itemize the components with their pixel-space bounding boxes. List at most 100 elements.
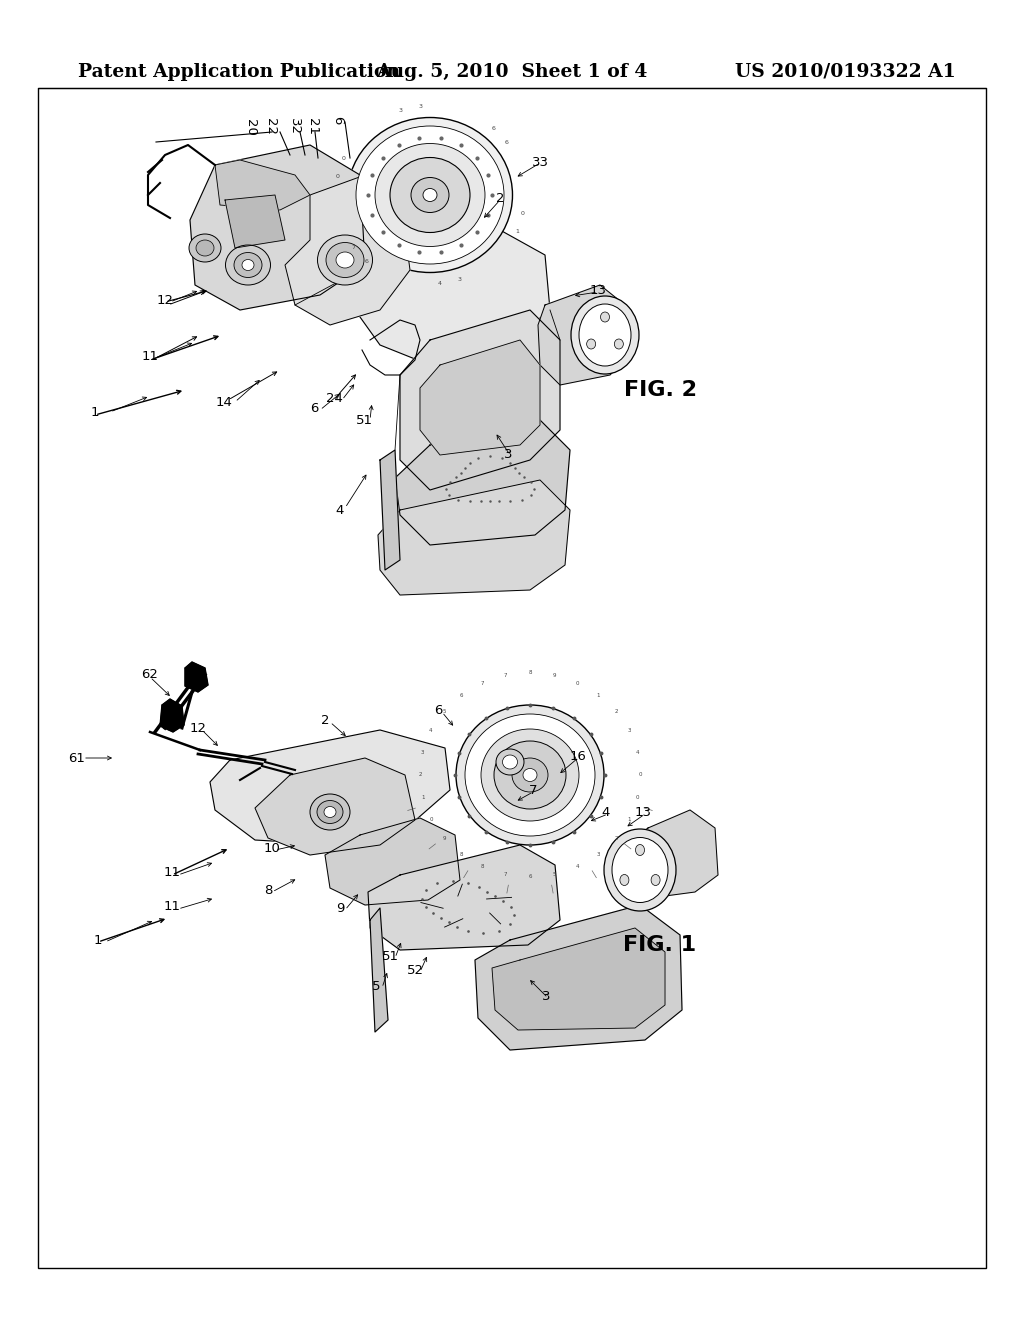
Text: 11: 11 xyxy=(164,900,180,913)
Text: 3: 3 xyxy=(597,853,600,857)
Text: 2: 2 xyxy=(614,709,617,714)
Text: 3: 3 xyxy=(458,277,462,282)
Polygon shape xyxy=(380,450,400,570)
Polygon shape xyxy=(255,758,415,855)
Ellipse shape xyxy=(390,157,470,232)
Ellipse shape xyxy=(579,304,631,366)
Ellipse shape xyxy=(326,243,364,277)
Text: 0: 0 xyxy=(335,174,339,180)
Ellipse shape xyxy=(317,235,373,285)
Text: Patent Application Publication: Patent Application Publication xyxy=(78,63,400,81)
Text: 3: 3 xyxy=(398,108,402,112)
Text: 1: 1 xyxy=(94,933,102,946)
Polygon shape xyxy=(190,145,365,310)
Text: 2: 2 xyxy=(496,191,504,205)
Text: 4: 4 xyxy=(429,729,433,733)
Ellipse shape xyxy=(189,234,221,261)
Ellipse shape xyxy=(242,260,254,271)
Ellipse shape xyxy=(587,339,596,348)
Text: 20: 20 xyxy=(244,119,256,136)
Text: 51: 51 xyxy=(382,949,398,962)
Ellipse shape xyxy=(225,246,270,285)
Text: 0: 0 xyxy=(638,772,642,777)
Ellipse shape xyxy=(512,758,548,792)
Text: 10: 10 xyxy=(263,842,281,854)
Polygon shape xyxy=(355,230,550,366)
Ellipse shape xyxy=(604,829,676,911)
Text: 3: 3 xyxy=(628,729,631,733)
Ellipse shape xyxy=(496,748,524,775)
Text: 14: 14 xyxy=(216,396,232,409)
Text: 8: 8 xyxy=(480,865,484,870)
Text: 33: 33 xyxy=(531,156,549,169)
Text: 8: 8 xyxy=(528,671,531,676)
Text: 6: 6 xyxy=(492,127,496,132)
Text: 0: 0 xyxy=(521,211,525,216)
Text: 0: 0 xyxy=(429,817,433,822)
Ellipse shape xyxy=(324,807,336,817)
Text: 3: 3 xyxy=(504,449,512,462)
Text: 1: 1 xyxy=(515,228,519,234)
Text: 2: 2 xyxy=(418,772,422,777)
Text: 12: 12 xyxy=(189,722,207,734)
Polygon shape xyxy=(420,341,540,455)
Ellipse shape xyxy=(614,339,624,348)
Text: 9: 9 xyxy=(336,902,344,915)
Ellipse shape xyxy=(234,252,262,277)
Text: 11: 11 xyxy=(164,866,180,879)
Ellipse shape xyxy=(651,874,660,886)
Text: Aug. 5, 2010  Sheet 1 of 4: Aug. 5, 2010 Sheet 1 of 4 xyxy=(376,63,648,81)
Text: 4: 4 xyxy=(575,865,580,870)
Ellipse shape xyxy=(571,296,639,374)
Text: 8: 8 xyxy=(460,853,463,857)
Text: 4: 4 xyxy=(438,281,442,286)
Text: 6: 6 xyxy=(505,140,509,145)
Text: 51: 51 xyxy=(355,413,373,426)
Polygon shape xyxy=(325,818,460,906)
Text: 6: 6 xyxy=(310,401,318,414)
Text: 9: 9 xyxy=(442,836,445,841)
Text: 3: 3 xyxy=(542,990,550,1002)
Polygon shape xyxy=(210,730,450,845)
Ellipse shape xyxy=(465,714,595,836)
Ellipse shape xyxy=(620,874,629,886)
Text: 21: 21 xyxy=(305,119,318,136)
Text: 1: 1 xyxy=(421,795,425,800)
Ellipse shape xyxy=(310,795,350,830)
Text: 11: 11 xyxy=(141,351,159,363)
Polygon shape xyxy=(475,906,682,1049)
Polygon shape xyxy=(160,700,184,733)
Text: 8: 8 xyxy=(264,883,272,896)
Text: 13: 13 xyxy=(635,805,651,818)
Text: 12: 12 xyxy=(157,293,173,306)
Ellipse shape xyxy=(356,125,504,264)
Polygon shape xyxy=(368,845,560,950)
Ellipse shape xyxy=(375,144,485,247)
Text: 32: 32 xyxy=(288,119,300,136)
Text: FIG. 2: FIG. 2 xyxy=(624,380,696,400)
Text: 4: 4 xyxy=(602,805,610,818)
Text: 7: 7 xyxy=(480,681,484,685)
Text: 6: 6 xyxy=(434,704,442,717)
Text: 0: 0 xyxy=(341,156,345,161)
Polygon shape xyxy=(492,928,665,1030)
Ellipse shape xyxy=(612,837,668,903)
Text: US 2010/0193322 A1: US 2010/0193322 A1 xyxy=(735,63,956,81)
Text: 1: 1 xyxy=(597,693,600,698)
Text: 3: 3 xyxy=(421,750,425,755)
Polygon shape xyxy=(185,663,208,692)
Text: 5: 5 xyxy=(372,979,380,993)
Text: 2: 2 xyxy=(614,836,617,841)
Ellipse shape xyxy=(481,729,579,821)
Polygon shape xyxy=(225,195,285,248)
Text: 6: 6 xyxy=(332,116,344,124)
Text: 52: 52 xyxy=(407,964,424,977)
Ellipse shape xyxy=(347,117,512,272)
Text: 7: 7 xyxy=(504,673,507,678)
Text: 61: 61 xyxy=(69,751,85,764)
Text: 13: 13 xyxy=(590,284,606,297)
Text: 16: 16 xyxy=(569,750,587,763)
Ellipse shape xyxy=(636,845,644,855)
Text: 3: 3 xyxy=(418,104,422,110)
Polygon shape xyxy=(285,176,410,325)
